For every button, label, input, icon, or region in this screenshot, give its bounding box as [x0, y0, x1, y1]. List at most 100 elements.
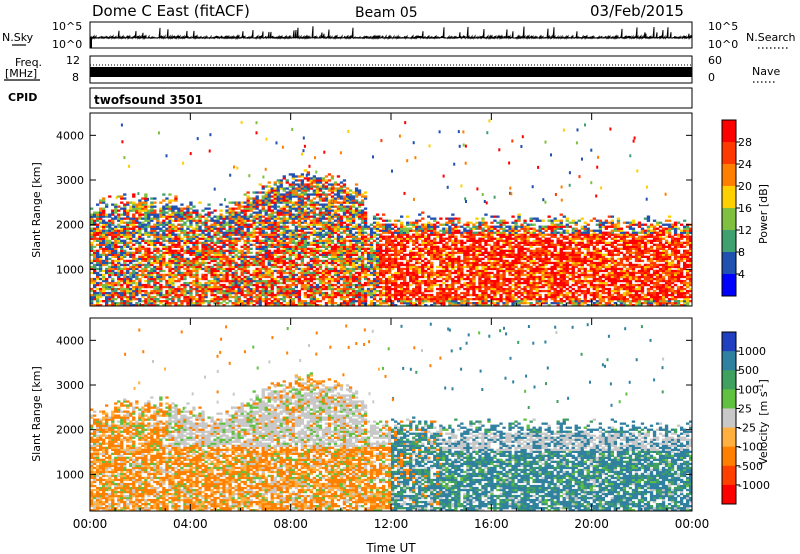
power-cell: [141, 221, 145, 224]
power-cell: [288, 249, 293, 253]
power-cell: [339, 231, 344, 234]
power-cell: [297, 193, 302, 196]
power-cell: [385, 279, 389, 283]
power-cell: [321, 279, 326, 283]
power-cell: [108, 195, 112, 198]
power-cell: [342, 189, 347, 192]
power-cell: [252, 197, 256, 200]
power-cell: [448, 219, 452, 222]
power-cell: [189, 304, 193, 306]
power-cell: [105, 221, 109, 224]
power-cell: [324, 241, 329, 245]
power-cell: [388, 259, 392, 263]
power-cell: [126, 223, 130, 226]
power-cell: [102, 223, 106, 226]
power-cell: [409, 235, 413, 238]
power-cell: [243, 209, 247, 212]
power-cell: [180, 249, 184, 253]
power-cell: [141, 259, 145, 263]
power-cell: [345, 209, 350, 212]
power-cell: [445, 267, 449, 271]
power-cell: [129, 279, 133, 283]
power-cell: [195, 271, 199, 275]
power-cell: [451, 259, 455, 263]
power-cell: [382, 263, 386, 267]
power-cell: [162, 237, 166, 240]
power-cell: [279, 302, 283, 305]
power-cell: [360, 275, 365, 279]
power-cell: [418, 219, 422, 222]
power-cell: [99, 304, 103, 306]
power-cell: [108, 293, 112, 297]
power-cell: [189, 215, 193, 218]
power-cell: [177, 237, 181, 240]
power-cell: [132, 215, 136, 218]
power-cell: [369, 304, 374, 306]
power-cell: [213, 221, 217, 224]
power-cell: [454, 281, 458, 285]
power-cell: [102, 285, 106, 289]
power-cell: [102, 219, 106, 222]
power-cell: [174, 304, 178, 306]
power-cell: [288, 295, 293, 299]
power-cell: [183, 241, 187, 245]
power-cell: [291, 273, 296, 277]
power-cell: [336, 263, 341, 267]
power-cell: [415, 253, 419, 257]
power-cell: [351, 209, 356, 212]
power-cell: [436, 300, 440, 303]
power-cell: [324, 199, 329, 202]
power-cell: [171, 295, 175, 299]
power-cell: [252, 257, 256, 261]
power-cell: [342, 271, 347, 275]
power-cell: [318, 300, 323, 303]
power-cell: [219, 253, 223, 257]
power-cell: [454, 239, 458, 243]
power-cell: [258, 293, 262, 297]
power-cell: [111, 217, 115, 220]
power-cell: [264, 233, 268, 236]
power-cell: [306, 189, 311, 192]
power-cell: [291, 233, 296, 236]
power-cell: [90, 259, 94, 263]
power-cell: [168, 298, 172, 301]
power-cell: [204, 295, 208, 299]
power-cell: [306, 187, 311, 190]
power-cell: [324, 275, 329, 279]
power-cell: [141, 300, 145, 303]
power-cell: [333, 249, 338, 253]
power-cell: [318, 249, 323, 253]
power-cell: [138, 223, 142, 226]
power-cell: [291, 237, 296, 240]
power-cell: [306, 195, 311, 198]
power-cell: [339, 255, 344, 259]
power-cell: [255, 247, 259, 251]
power-cell: [210, 217, 214, 220]
power-cell: [270, 275, 274, 279]
power-cell: [141, 217, 145, 220]
power-cell: [222, 239, 226, 243]
power-cell: [105, 293, 109, 297]
power-cell: [90, 253, 94, 257]
power-cell: [150, 217, 154, 220]
power-cell: [132, 205, 136, 208]
power-cell: [213, 235, 217, 238]
power-cell: [360, 293, 365, 297]
power-cell: [315, 203, 320, 206]
power-cell: [210, 237, 214, 240]
power-cell: [96, 259, 100, 263]
power-cell: [246, 237, 250, 240]
power-cell: [222, 295, 226, 299]
power-cell: [186, 245, 190, 249]
power-cell: [433, 253, 437, 257]
power-cell: [427, 300, 431, 303]
power-cell: [177, 235, 181, 238]
power-cell: [147, 269, 151, 273]
power-cell: [177, 243, 181, 247]
power-cell: [90, 289, 94, 293]
power-cell: [306, 273, 311, 277]
power-cell: [312, 243, 317, 247]
power-cell: [309, 253, 314, 257]
power-cell: [156, 247, 160, 251]
power-cell: [354, 199, 359, 202]
